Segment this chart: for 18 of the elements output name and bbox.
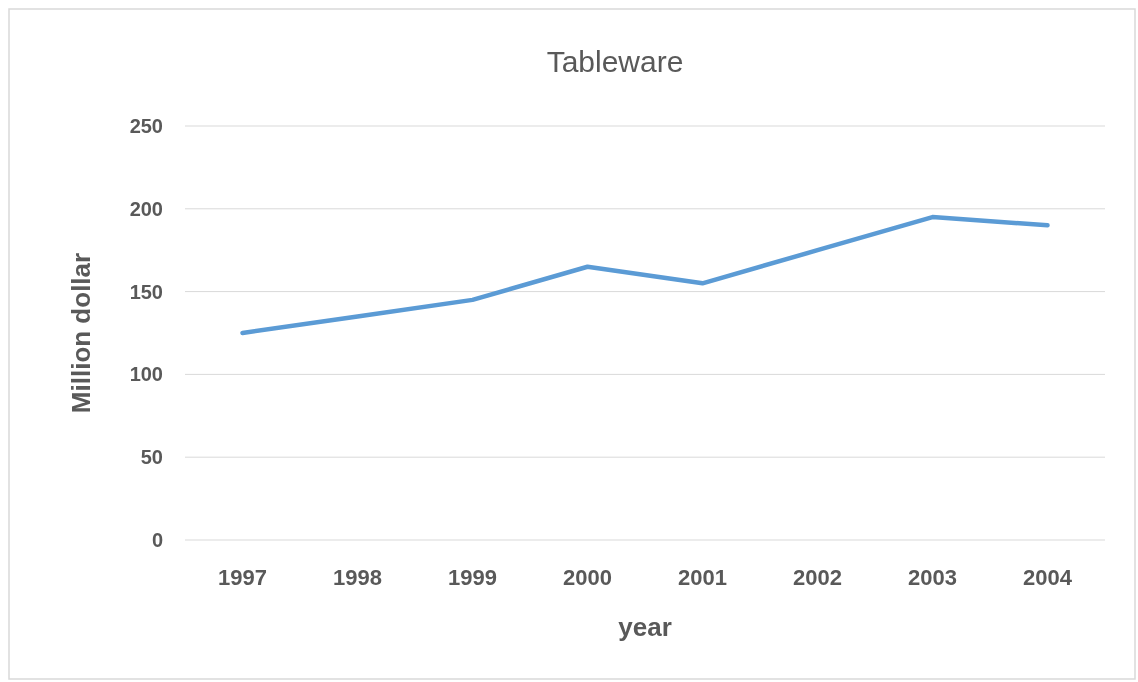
y-tick-label: 0 (151, 529, 163, 551)
x-tick-label: 1998 (333, 565, 382, 590)
y-tick-label: 100 (129, 363, 163, 386)
chart-title: Tableware (546, 45, 684, 78)
y-tick-label: 250 (129, 115, 163, 137)
x-tick-label: 2000 (563, 565, 612, 590)
x-axis-title: year (618, 612, 672, 642)
x-tick-label: 1997 (218, 565, 267, 590)
x-tick-label: 2001 (678, 565, 727, 590)
x-tick-label: 2004 (1023, 565, 1073, 590)
y-axis-title: Million dollar (66, 252, 96, 414)
y-tick-label: 50 (140, 446, 163, 469)
y-tick-label: 150 (129, 280, 163, 303)
line-series (240, 214, 1050, 336)
x-tick-label: 2002 (793, 565, 842, 590)
y-tick-label: 200 (129, 197, 163, 220)
x-tick-label: 2003 (908, 565, 957, 590)
x-tick-label: 1999 (448, 565, 497, 590)
